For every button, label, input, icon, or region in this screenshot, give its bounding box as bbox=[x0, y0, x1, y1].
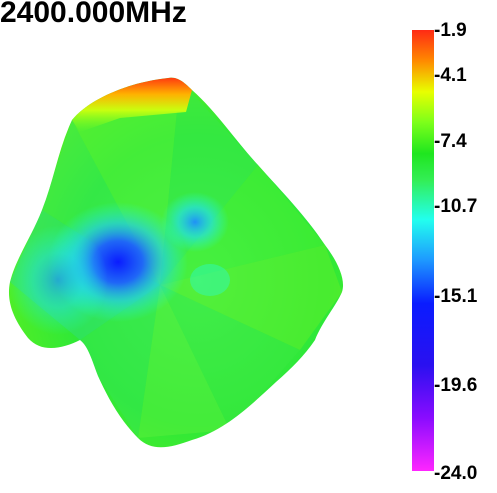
frequency-title: 2400.000MHz bbox=[0, 0, 187, 29]
radiation-pattern-plot bbox=[8, 77, 344, 448]
scale-tick-label: -15.1 bbox=[434, 286, 478, 307]
scale-tick-label: -10.7 bbox=[434, 196, 478, 217]
scale-tick-label: -7.4 bbox=[434, 131, 467, 152]
scale-tick-label: -4.1 bbox=[434, 65, 467, 86]
scale-tick-label: -1.9 bbox=[434, 20, 467, 41]
scale-tick-label: -24.0 bbox=[434, 463, 478, 484]
scale-tick-label: -19.6 bbox=[434, 375, 478, 396]
color-scale-bar bbox=[412, 30, 434, 471]
